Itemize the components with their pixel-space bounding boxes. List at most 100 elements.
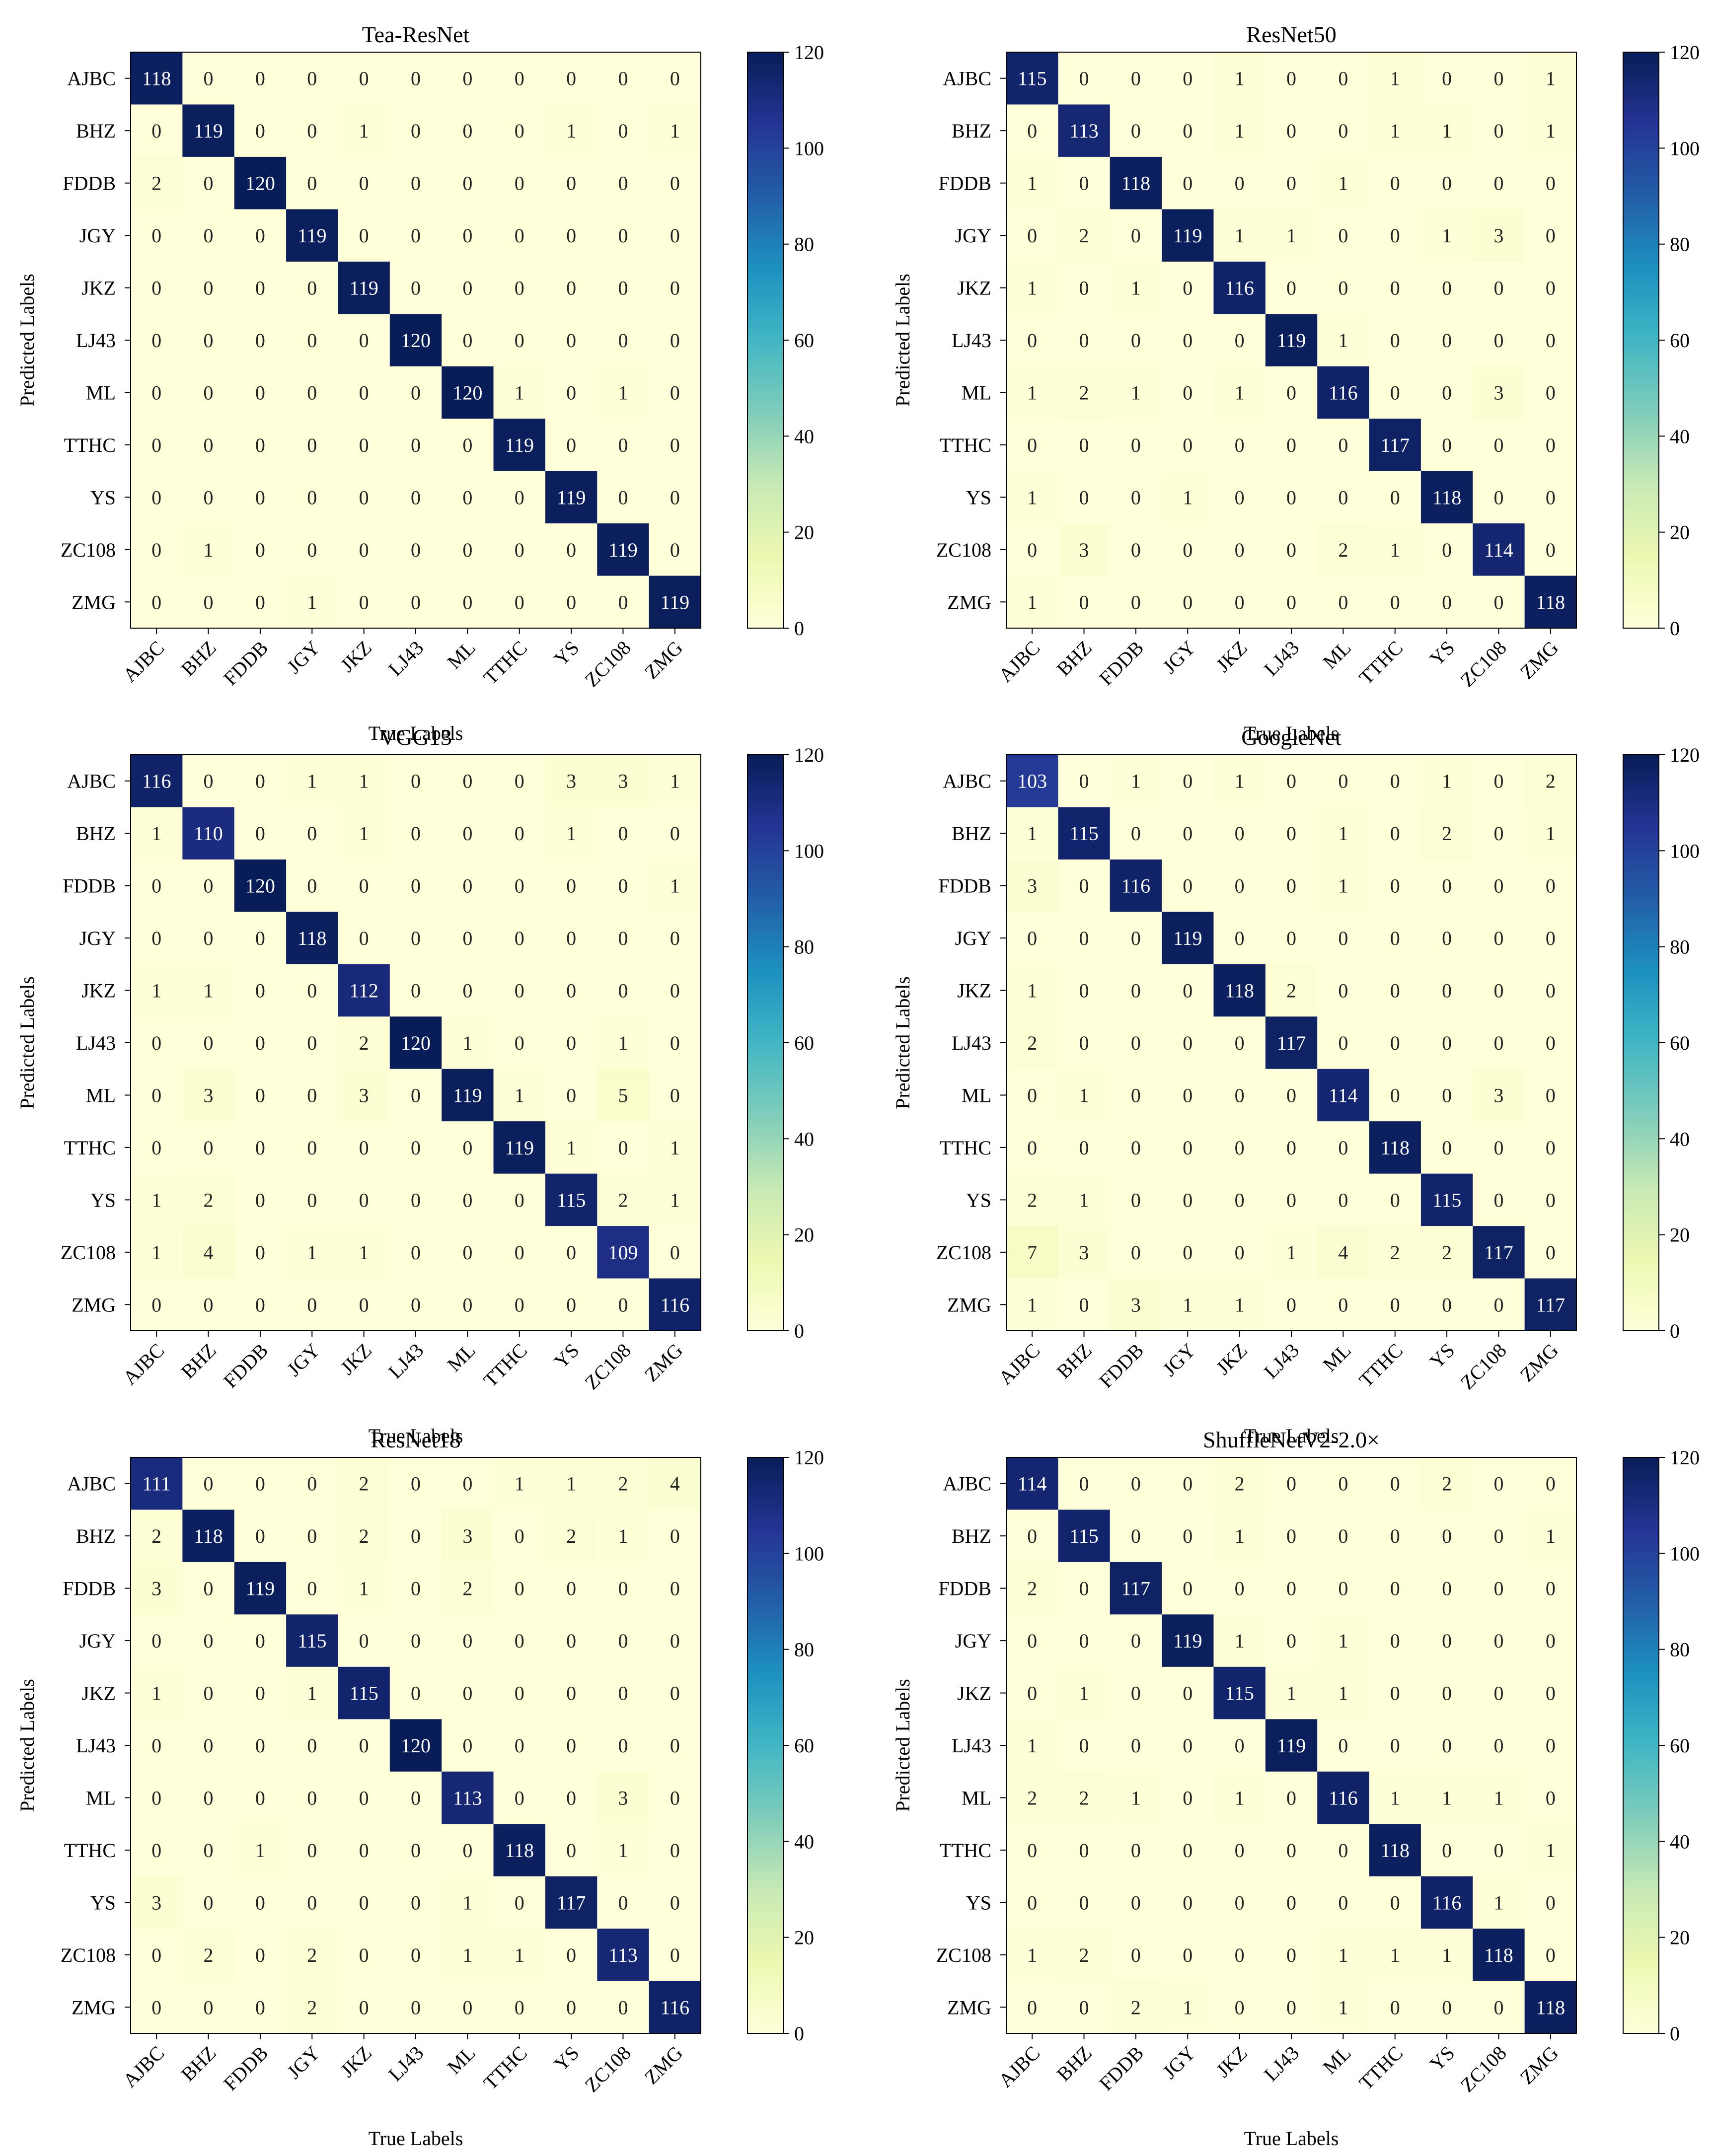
- heatmap-cell: [1110, 1226, 1162, 1279]
- y-tick-label: JKZ: [81, 277, 116, 299]
- heatmap-cell: [545, 1069, 597, 1122]
- colorbar-tick-label: 20: [1670, 1224, 1690, 1246]
- cell-value-label: 2: [1442, 1241, 1452, 1264]
- heatmap-cell: [442, 1069, 494, 1122]
- heatmap-cell: [493, 1278, 546, 1331]
- heatmap-cell: [545, 859, 597, 912]
- heatmap-cell: [649, 1121, 701, 1174]
- cell-value-label: 1: [307, 591, 317, 613]
- heatmap-cell: [1213, 1457, 1266, 1510]
- cell-value-label: 0: [1183, 1839, 1193, 1862]
- cell-value-label: 0: [1442, 434, 1452, 456]
- cell-value-label: 0: [1235, 1996, 1245, 2018]
- cell-value-label: 0: [1390, 1032, 1400, 1054]
- colorbar-tick-label: 100: [794, 137, 824, 159]
- heatmap-cell: [338, 1509, 390, 1563]
- heatmap-cell: [182, 1719, 235, 1772]
- cell-value-label: 115: [1432, 1189, 1462, 1211]
- heatmap-cell: [545, 912, 597, 965]
- y-tick-label: JGY: [955, 224, 991, 247]
- cell-value-label: 2: [1079, 1944, 1089, 1966]
- cell-value-label: 0: [670, 1891, 680, 1914]
- cell-value-label: 0: [1079, 1473, 1089, 1495]
- heatmap-cell: [1317, 156, 1370, 210]
- colorbar-tick-label: 120: [794, 744, 824, 766]
- cell-value-label: 0: [1338, 486, 1348, 508]
- cell-value-label: 0: [462, 120, 472, 142]
- cell-value-label: 1: [1442, 1944, 1452, 1966]
- heatmap-cell: [1058, 1929, 1111, 1982]
- heatmap-cell: [597, 1278, 650, 1331]
- heatmap-cell: [338, 314, 390, 367]
- heatmap-cell: [1473, 964, 1525, 1017]
- heatmap-cell: [1110, 1562, 1162, 1615]
- cell-value-label: 0: [1131, 822, 1141, 845]
- cell-value-label: 1: [670, 1137, 680, 1159]
- heatmap-cell: [493, 419, 546, 472]
- cell-value-label: 3: [151, 1891, 161, 1914]
- heatmap-cell: [1524, 52, 1577, 105]
- heatmap-cell: [234, 1457, 287, 1510]
- heatmap-cell: [649, 209, 701, 262]
- heatmap-cell: [234, 1173, 287, 1226]
- y-tick-label: ZMG: [72, 591, 116, 613]
- heatmap-cell: [545, 314, 597, 367]
- cell-value-label: 1: [1131, 381, 1141, 404]
- cell-value-label: 118: [1536, 1996, 1566, 2018]
- cell-value-label: 119: [1173, 927, 1202, 949]
- cell-value-label: 0: [204, 1891, 214, 1914]
- heatmap-cell: [442, 1719, 494, 1772]
- heatmap-cell: [1058, 807, 1111, 860]
- cell-value-label: 0: [462, 822, 472, 845]
- heatmap-cell: [1006, 1562, 1058, 1615]
- cell-value-label: 0: [255, 1525, 265, 1547]
- cell-value-label: 0: [566, 172, 576, 195]
- cell-value-label: 0: [670, 1630, 680, 1652]
- cell-value-label: 0: [566, 1630, 576, 1652]
- heatmap-cell: [1213, 1929, 1266, 1982]
- cell-value-label: 1: [566, 822, 576, 845]
- heatmap-cell: [597, 1562, 650, 1615]
- heatmap-cell: [1213, 209, 1266, 262]
- heatmap-cell: [545, 1016, 597, 1070]
- cell-value-label: 0: [1442, 1734, 1452, 1757]
- heatmap-cell: [1110, 471, 1162, 524]
- cell-value-label: 0: [411, 1137, 421, 1159]
- heatmap-cell: [286, 1016, 339, 1070]
- cell-value-label: 0: [515, 1787, 524, 1809]
- heatmap-cell: [1473, 1614, 1525, 1667]
- cell-value-label: 0: [204, 1578, 214, 1600]
- heatmap-cell: [1317, 1666, 1370, 1720]
- cell-value-label: 0: [1493, 1032, 1503, 1054]
- x-tick-label: BHZ: [177, 1339, 221, 1383]
- heatmap-cell: [493, 1824, 546, 1877]
- cell-value-label: 0: [204, 329, 214, 352]
- cell-value-label: 1: [1493, 1787, 1503, 1809]
- cell-value-label: 0: [1493, 172, 1503, 195]
- cell-value-label: 0: [1027, 434, 1037, 456]
- cell-value-label: 0: [151, 1630, 161, 1652]
- cell-value-label: 1: [1235, 381, 1245, 404]
- colorbar-tick-label: 20: [794, 1224, 814, 1246]
- cell-value-label: 0: [515, 224, 524, 247]
- cell-value-label: 0: [307, 1734, 317, 1757]
- cell-value-label: 0: [1079, 1294, 1089, 1316]
- heatmap-cell: [1524, 1929, 1577, 1982]
- heatmap-cell: [1473, 1824, 1525, 1877]
- heatmap-cell: [493, 104, 546, 157]
- cell-value-label: 0: [1183, 591, 1193, 613]
- heatmap-cell: [131, 1016, 183, 1070]
- cell-value-label: 0: [411, 172, 421, 195]
- cell-value-label: 0: [307, 1525, 317, 1547]
- heatmap-cell: [1110, 261, 1162, 314]
- cell-value-label: 5: [618, 1084, 628, 1106]
- heatmap-cell: [1162, 1824, 1214, 1877]
- y-tick-label: TTHC: [64, 1137, 116, 1159]
- cell-value-label: 0: [1027, 224, 1037, 247]
- cell-value-label: 0: [462, 1294, 472, 1316]
- y-tick-label: FDDB: [63, 1578, 116, 1600]
- y-tick-label: AJBC: [943, 1473, 991, 1495]
- cell-value-label: 1: [1338, 1944, 1348, 1966]
- cell-value-label: 0: [1338, 434, 1348, 456]
- cell-value-label: 0: [1493, 1578, 1503, 1600]
